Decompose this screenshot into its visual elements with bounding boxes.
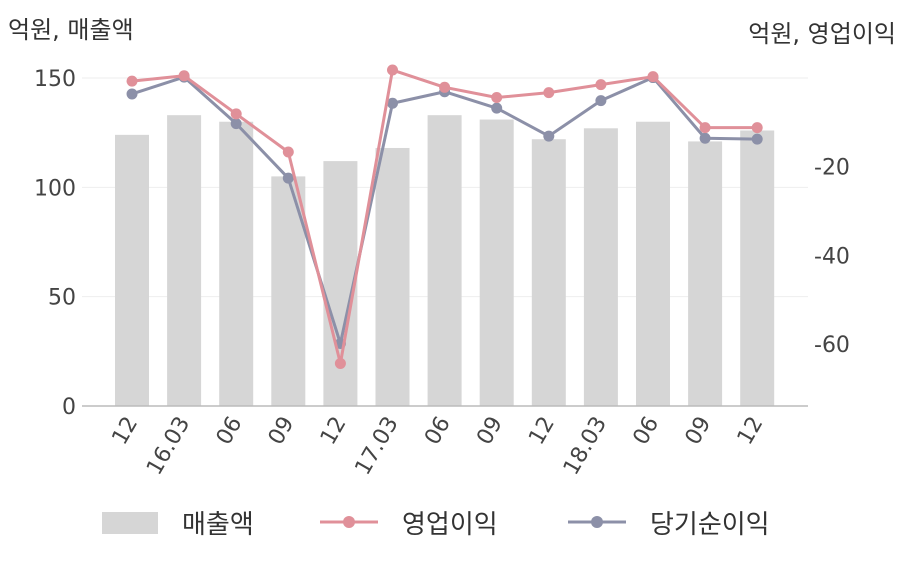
bar-sales — [531, 139, 566, 406]
category-label: 16.03 — [142, 413, 195, 480]
bar-sales — [115, 134, 149, 406]
series-point — [751, 133, 763, 145]
series-point — [178, 70, 190, 82]
left-tick-label: 100 — [34, 176, 76, 201]
bar-sales — [219, 121, 254, 406]
category-label: 09 — [681, 413, 717, 450]
series-point — [647, 71, 659, 83]
bar-sales — [740, 130, 775, 407]
series-point — [282, 146, 294, 158]
series-point — [282, 172, 294, 184]
legend-swatch-sales — [102, 512, 158, 534]
bar-sales — [271, 176, 306, 406]
category-label: 06 — [629, 413, 665, 450]
category-label: 12 — [108, 413, 144, 450]
bar-sales — [636, 121, 670, 406]
series-point — [595, 79, 607, 91]
line-series — [126, 64, 763, 369]
series-point — [387, 97, 398, 109]
legend-label-net: 당기순이익 — [650, 510, 770, 540]
bar-sales — [427, 115, 462, 406]
bar-sales — [167, 115, 202, 406]
legend-label-sales: 매출액 — [182, 510, 254, 540]
right-tick-label: -60 — [814, 333, 850, 358]
bar-sales — [479, 119, 514, 407]
category-label: 12 — [733, 413, 769, 450]
series-point — [543, 87, 555, 99]
series-point — [491, 102, 503, 114]
series-point — [439, 81, 451, 93]
legend-marker-net — [591, 516, 603, 528]
bar-sales — [583, 128, 618, 406]
category-label: 09 — [472, 413, 508, 450]
series-point — [230, 108, 242, 120]
right-tick-label: -20 — [814, 156, 850, 181]
legend: 매출액 영업이익 당기순이익 — [102, 510, 770, 540]
right-axis-title: 억원, 영업이익 — [748, 20, 896, 48]
left-tick-label: 0 — [62, 395, 76, 420]
series-point — [126, 75, 138, 87]
series-point — [699, 122, 711, 134]
left-axis-ticks: 0 50 100 150 — [34, 67, 76, 420]
left-axis-title: 억원, 매출액 — [8, 16, 134, 44]
category-label: 09 — [264, 413, 300, 450]
left-tick-label: 50 — [48, 286, 76, 311]
bar-series — [115, 115, 775, 407]
legend-label-op: 영업이익 — [402, 510, 498, 540]
series-point — [491, 92, 503, 104]
series-point — [699, 132, 711, 144]
category-label: 06 — [212, 413, 248, 450]
category-label: 17.03 — [351, 413, 404, 480]
left-tick-label: 150 — [34, 67, 76, 92]
bar-sales — [688, 141, 723, 406]
series-point — [387, 64, 398, 76]
series-point — [334, 357, 346, 369]
category-label: 12 — [316, 413, 352, 450]
series-point — [595, 95, 607, 107]
right-axis-ticks: -20 -40 -60 — [814, 156, 850, 358]
series-point — [126, 88, 138, 100]
bar-sales — [375, 147, 410, 406]
series-point — [543, 130, 555, 142]
series-point — [230, 118, 242, 130]
category-label: 06 — [420, 413, 456, 450]
series-point — [751, 122, 763, 134]
category-label: 12 — [524, 413, 560, 450]
legend-marker-op — [343, 516, 355, 528]
category-label: 18.03 — [559, 413, 612, 480]
right-tick-label: -40 — [814, 244, 850, 269]
